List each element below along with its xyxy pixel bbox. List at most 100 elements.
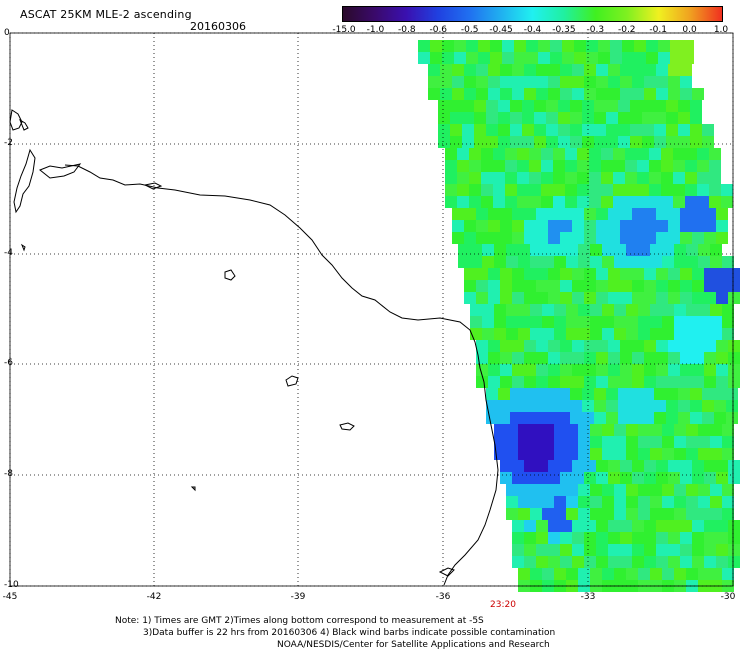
swath-cell [656, 532, 668, 544]
swath-cell [637, 184, 649, 196]
swath-cell [577, 184, 589, 196]
swath-cell [476, 208, 488, 220]
swath-cell [500, 232, 512, 244]
swath-cell [548, 460, 560, 472]
swath-cell [530, 448, 542, 460]
swath-cell [440, 64, 452, 76]
swath-cell [530, 328, 542, 340]
swath-cell [630, 388, 642, 400]
swath-cell [620, 556, 632, 568]
swath-cell [632, 268, 644, 280]
swath-cell [464, 76, 476, 88]
swath-cell [602, 508, 614, 520]
swath-cell [554, 448, 566, 460]
swath-cell [542, 484, 554, 496]
swath-cell [602, 328, 614, 340]
product-date: 20160306 [190, 20, 246, 33]
swath-cell [662, 496, 674, 508]
swath-cell [596, 556, 608, 568]
swath-cell [618, 136, 630, 148]
island-5 [285, 375, 299, 387]
swath-cell [578, 508, 590, 520]
swath-cell [524, 340, 536, 352]
swath-cell [638, 484, 650, 496]
swath-cell [690, 388, 702, 400]
swath-cell [558, 136, 570, 148]
swath-cell [512, 520, 524, 532]
swath-cell [680, 208, 692, 220]
swath-cell [494, 448, 506, 460]
swath-cell [566, 244, 578, 256]
swath-cell [565, 184, 577, 196]
swath-cell [656, 268, 668, 280]
swath-cell [620, 208, 632, 220]
swath-cell [646, 40, 658, 52]
swath-cell [590, 304, 602, 316]
swath-cell [584, 280, 596, 292]
swath-cell [704, 376, 716, 388]
footer-note-1: Note: 1) Times are GMT 2)Times along bot… [115, 616, 484, 626]
swath-cell [500, 472, 512, 484]
swath-cell [428, 76, 440, 88]
swath-cell [686, 484, 698, 496]
swath-cell [548, 472, 560, 484]
island-10 [438, 567, 455, 577]
swath-cell [614, 508, 626, 520]
swath-cell [518, 328, 530, 340]
swath-cell [578, 328, 590, 340]
swath-cell [518, 256, 530, 268]
swath-cell [685, 148, 697, 160]
swath-cell [674, 256, 686, 268]
swath-cell [686, 244, 698, 256]
swath-cell [454, 52, 466, 64]
swath-cell [428, 64, 440, 76]
swath-cell [438, 136, 450, 148]
swath-cell [656, 76, 668, 88]
swath-cell [682, 52, 694, 64]
swath-cell [514, 40, 526, 52]
swath-cell [498, 136, 510, 148]
swath-cell [565, 172, 577, 184]
swath-cell [584, 232, 596, 244]
swath-cell [642, 112, 654, 124]
y-tick-2: -4 [4, 248, 13, 258]
swath-cell [572, 520, 584, 532]
swath-cell [560, 76, 572, 88]
swath-cell [452, 220, 464, 232]
swath-cell [596, 88, 608, 100]
swath-cell [572, 208, 584, 220]
swath-cell [466, 40, 478, 52]
swath-cell [608, 556, 620, 568]
swath-cell [584, 292, 596, 304]
swath-cell [578, 568, 590, 580]
swath-cell [589, 172, 601, 184]
swath-cell [673, 148, 685, 160]
swath-cell [668, 232, 680, 244]
swath-cell [649, 160, 661, 172]
swath-cell [566, 436, 578, 448]
swath-cell [493, 184, 505, 196]
x-tick-2: -39 [290, 592, 306, 602]
swath-cell [656, 232, 668, 244]
swath-cell [562, 52, 574, 64]
swath-cell [728, 532, 740, 544]
swath-cell [722, 424, 734, 436]
color-scale-tick: 1.0 [713, 25, 729, 35]
swath-cell [702, 388, 714, 400]
swath-cell [632, 88, 644, 100]
swath-cell [578, 436, 590, 448]
swath-cell [632, 76, 644, 88]
swath-cell [476, 220, 488, 232]
swath-cell [536, 76, 548, 88]
swath-cell [638, 304, 650, 316]
swath-cell [554, 424, 566, 436]
swath-cell [620, 460, 632, 472]
swath-cell [650, 304, 662, 316]
swath-cell [662, 568, 674, 580]
swath-cell [608, 76, 620, 88]
swath-cell [510, 124, 522, 136]
swath-cell [620, 268, 632, 280]
swath-cell [470, 244, 482, 256]
swath-cell [709, 172, 721, 184]
swath-cell [554, 568, 566, 580]
